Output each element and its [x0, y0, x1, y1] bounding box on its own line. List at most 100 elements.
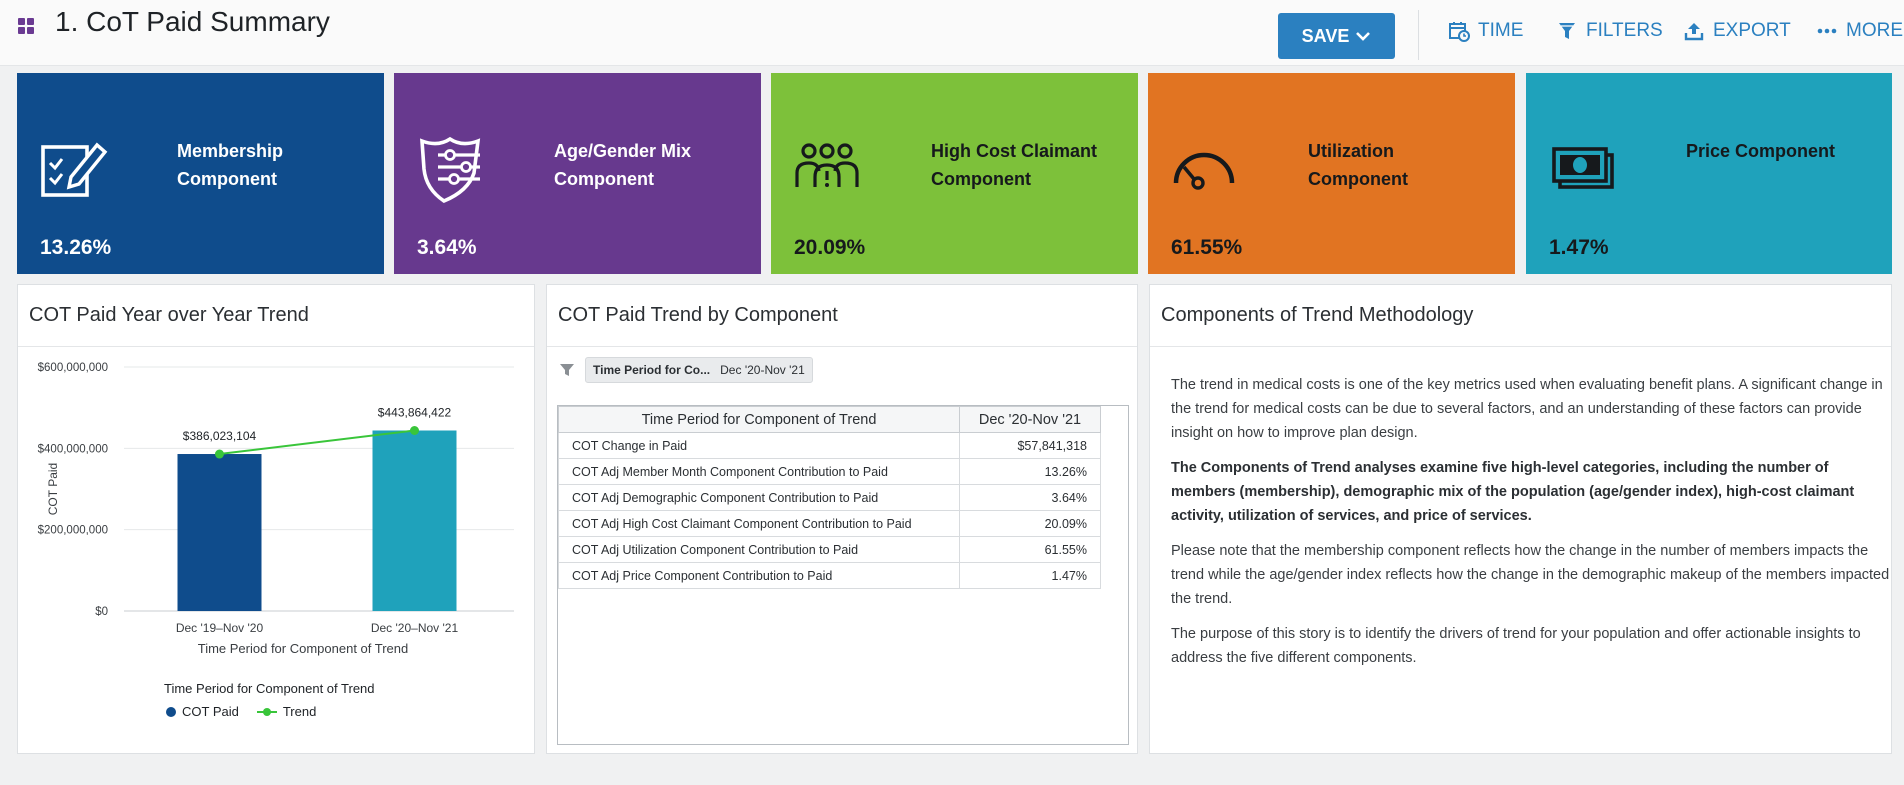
legend-label-cot-paid: COT Paid [182, 704, 239, 719]
data-label: $386,023,104 [183, 429, 257, 443]
tile-value: 1.47% [1549, 236, 1609, 259]
panel-title: Components of Trend Methodology [1150, 285, 1891, 347]
bar-cot-paid [177, 454, 262, 611]
y-tick-label: $400,000,000 [38, 443, 108, 455]
row-label: COT Adj Member Month Component Contribut… [558, 458, 960, 485]
row-label: COT Adj Demographic Component Contributi… [558, 484, 960, 511]
page-title: 1. CoT Paid Summary [55, 6, 330, 37]
methodology-paragraph: The Components of Trend analyses examine… [1171, 460, 1855, 524]
chart-legend: COT Paid Trend [166, 704, 316, 719]
more-button[interactable]: MORE [1816, 20, 1903, 42]
tile-label: Age/Gender Mix Component [554, 141, 692, 189]
funnel-icon [1559, 23, 1575, 39]
tile-utilization[interactable]: Utilization Component 61.55% [1148, 73, 1515, 274]
tile-age-gender[interactable]: Age/Gender Mix Component 3.64% [394, 73, 761, 274]
filter-chip-value: Dec '20-Nov '21 [720, 363, 805, 377]
y-tick-label: $0 [95, 606, 108, 618]
table-row: COT Adj Utilization Component Contributi… [558, 536, 1101, 563]
upload-icon [1684, 23, 1704, 41]
x-tick-label: Dec '20–Nov '21 [371, 621, 459, 635]
row-label: COT Change in Paid [558, 432, 960, 459]
row-value: 61.55% [959, 536, 1101, 563]
tile-value: 13.26% [40, 236, 112, 259]
filter-row: Time Period for Co... Dec '20-Nov '21 [559, 357, 813, 383]
gauge-icon [1173, 152, 1235, 190]
methodology-paragraph: Please note that the membership componen… [1171, 543, 1890, 607]
save-label: SAVE [1301, 25, 1350, 46]
app-grid-icon[interactable] [18, 18, 34, 34]
trend-point [215, 449, 224, 459]
more-label: MORE [1846, 20, 1903, 41]
row-value: 3.64% [959, 484, 1101, 511]
tile-value: 61.55% [1171, 236, 1243, 259]
shield-sliders-icon [420, 136, 481, 204]
table-row: COT Adj Price Component Contribution to … [558, 562, 1101, 589]
filter-chip[interactable]: Time Period for Co... Dec '20-Nov '21 [585, 357, 813, 383]
people-alert-icon [795, 143, 859, 187]
bar-cot-paid [372, 430, 457, 611]
methodology-text: The trend in medical costs is one of the… [1171, 373, 1891, 681]
x-tick-label: Dec '19–Nov '20 [176, 621, 264, 635]
header-divider [1418, 10, 1419, 60]
tile-label: High Cost Claimant Component [931, 141, 1098, 189]
methodology-paragraph: The purpose of this story is to identify… [1171, 626, 1861, 666]
tile-label: Price Component [1686, 141, 1836, 161]
filter-icon[interactable] [559, 362, 575, 378]
page-header: 1. CoT Paid Summary SAVE TIME FILTERS EX… [0, 0, 1904, 66]
legend-swatch-cot-paid [166, 706, 176, 717]
tile-value: 20.09% [794, 236, 866, 259]
methodology-paragraph: The trend in medical costs is one of the… [1171, 377, 1883, 441]
filters-button[interactable]: FILTERS [1556, 20, 1663, 42]
column-header[interactable]: Dec '20-Nov '21 [959, 406, 1101, 433]
money-icon [1552, 147, 1614, 189]
legend-label-trend: Trend [282, 704, 317, 719]
panel-title: COT Paid Trend by Component [547, 285, 1137, 347]
row-value: $57,841,318 [959, 432, 1101, 459]
export-label: EXPORT [1713, 20, 1791, 41]
tile-value: 3.64% [417, 236, 477, 259]
component-table-container: Time Period for Component of Trend Dec '… [557, 405, 1129, 745]
row-label: COT Adj High Cost Claimant Component Con… [558, 510, 960, 537]
y-axis-label: COT Paid [46, 463, 60, 515]
table-row: COT Adj High Cost Claimant Component Con… [558, 510, 1101, 537]
save-button[interactable]: SAVE [1278, 13, 1395, 59]
calendar-clock-icon [1449, 22, 1470, 42]
tile-label: Membership Component [177, 141, 284, 189]
y-tick-label: $200,000,000 [38, 525, 108, 537]
ellipsis-icon [1817, 28, 1837, 34]
component-table: Time Period for Component of Trend Dec '… [558, 406, 1101, 589]
chevron-down-icon [1356, 32, 1371, 41]
row-label: COT Adj Price Component Contribution to … [558, 562, 960, 589]
row-label: COT Adj Utilization Component Contributi… [558, 536, 960, 563]
yoy-trend-panel: COT Paid Year over Year Trend $0 $200,000… [17, 284, 535, 754]
x-axis-label: Time Period for Component of Trend [198, 641, 409, 656]
filters-label: FILTERS [1586, 20, 1663, 41]
column-header[interactable]: Time Period for Component of Trend [558, 406, 960, 433]
trend-line [219, 429, 415, 456]
tile-label: Utilization Component [1308, 141, 1408, 189]
y-tick-label: $600,000,000 [38, 362, 108, 374]
table-header-row: Time Period for Component of Trend Dec '… [558, 406, 1101, 433]
trend-point [410, 425, 419, 435]
row-value: 20.09% [959, 510, 1101, 537]
panel-title: COT Paid Year over Year Trend [18, 285, 534, 347]
data-label: $443,864,422 [378, 405, 452, 419]
methodology-panel: Components of Trend Methodology The tren… [1149, 284, 1892, 754]
export-button[interactable]: EXPORT [1683, 20, 1791, 42]
legend-title: Time Period for Component of Trend [164, 681, 375, 696]
table-row: COT Adj Demographic Component Contributi… [558, 484, 1101, 511]
row-value: 1.47% [959, 562, 1101, 589]
time-label: TIME [1478, 20, 1524, 41]
component-trend-panel: COT Paid Trend by Component Time Period … [546, 284, 1138, 754]
filter-chip-key: Time Period for Co... [593, 363, 711, 377]
legend-swatch-trend [256, 707, 277, 717]
table-row: COT Adj Member Month Component Contribut… [558, 458, 1101, 485]
yoy-trend-chart: $0 $200,000,000 $400,000,000 $600,000,000 CO… [38, 362, 514, 656]
tile-price[interactable]: Price Component 1.47% [1526, 73, 1892, 274]
row-value: 13.26% [959, 458, 1101, 485]
time-button[interactable]: TIME [1448, 20, 1523, 42]
table-row: COT Change in Paid $57,841,318 [558, 432, 1101, 459]
checklist-icon [41, 142, 108, 197]
tile-membership[interactable]: Membership Component 13.26% [17, 73, 384, 274]
tile-high-cost-claimant[interactable]: High Cost Claimant Component 20.09% [771, 73, 1138, 274]
